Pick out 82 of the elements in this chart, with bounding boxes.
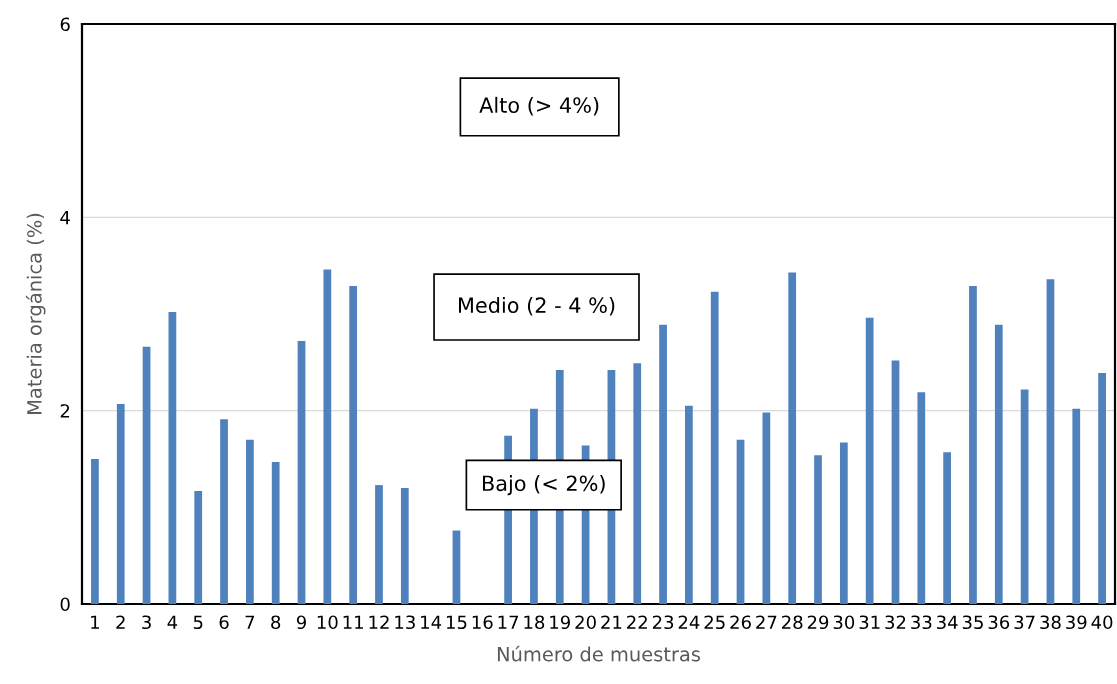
x-tick-label: 21 bbox=[601, 615, 622, 629]
x-tick-label: 40 bbox=[1091, 615, 1113, 630]
annotation: Bajo (< 2%) bbox=[482, 475, 605, 496]
x-tick-label: 1 bbox=[91, 615, 99, 629]
x-tick-label: 2 bbox=[116, 615, 125, 629]
x-tick-label: 4 bbox=[167, 615, 178, 629]
x-tick-label: 10 bbox=[317, 615, 338, 630]
bar bbox=[969, 285, 977, 604]
x-tick-label: 39 bbox=[1066, 615, 1087, 630]
x-tick-label: 30 bbox=[833, 615, 855, 630]
bar bbox=[91, 459, 99, 604]
x-tick-label: 23 bbox=[652, 615, 674, 630]
y-axis-title: Materia orgánica (%) bbox=[25, 213, 46, 414]
x-tick-label: 19 bbox=[550, 615, 570, 630]
bar bbox=[220, 419, 228, 604]
x-tick-label: 34 bbox=[937, 615, 958, 630]
annotation: Alto (> 4%) bbox=[479, 96, 599, 116]
x-tick-label: 8 bbox=[271, 615, 281, 630]
x-tick-label: 18 bbox=[524, 615, 545, 630]
x-tick-label: 29 bbox=[807, 615, 829, 630]
x-tick-label: 25 bbox=[704, 615, 725, 630]
y-tick-label: 0 bbox=[60, 597, 70, 612]
bar bbox=[943, 452, 952, 604]
x-tick-label: 5 bbox=[193, 615, 203, 630]
x-tick-label: 3 bbox=[142, 615, 151, 630]
bar bbox=[1072, 408, 1081, 604]
x-tick-label: 12 bbox=[369, 615, 389, 629]
bar bbox=[1046, 279, 1055, 604]
bar bbox=[452, 530, 461, 604]
bar bbox=[762, 412, 771, 604]
x-tick-label: 6 bbox=[219, 615, 229, 630]
x-tick-label: 15 bbox=[446, 615, 467, 630]
bar bbox=[1098, 372, 1106, 604]
bar bbox=[323, 269, 332, 604]
bar bbox=[659, 324, 667, 604]
bar bbox=[710, 291, 719, 604]
bar bbox=[994, 324, 1003, 604]
x-tick-label: 13 bbox=[395, 615, 415, 630]
y-tick-label: 4 bbox=[60, 211, 70, 225]
bar bbox=[788, 272, 797, 604]
bar bbox=[297, 341, 306, 604]
bar bbox=[116, 403, 125, 604]
bar bbox=[814, 455, 822, 604]
annotation: Medio (2 - 4 %) bbox=[459, 296, 615, 316]
bar bbox=[736, 439, 745, 604]
x-tick-label: 33 bbox=[911, 615, 932, 630]
bar bbox=[891, 360, 900, 604]
bar bbox=[375, 485, 383, 604]
x-tick-label: 26 bbox=[730, 615, 751, 630]
bar bbox=[271, 461, 280, 604]
bar bbox=[168, 312, 177, 604]
x-tick-label: 7 bbox=[245, 615, 255, 629]
bar bbox=[865, 317, 874, 604]
bar bbox=[633, 363, 642, 604]
x-tick-label: 22 bbox=[627, 615, 647, 629]
x-tick-label: 24 bbox=[678, 615, 700, 629]
bar bbox=[194, 490, 203, 604]
x-tick-label: 28 bbox=[782, 615, 803, 630]
x-tick-label: 36 bbox=[988, 615, 1010, 630]
bar bbox=[917, 392, 926, 604]
bar bbox=[245, 439, 254, 604]
bar bbox=[839, 442, 848, 604]
bar bbox=[400, 488, 409, 604]
bar bbox=[685, 405, 693, 604]
bar bbox=[1020, 389, 1029, 604]
x-tick-label: 27 bbox=[756, 615, 777, 629]
x-tick-label: 14 bbox=[421, 615, 442, 629]
y-tick-label: 2 bbox=[60, 404, 70, 418]
x-tick-label: 32 bbox=[885, 615, 906, 630]
x-tick-label: 9 bbox=[296, 615, 306, 630]
x-tick-label: 35 bbox=[962, 615, 983, 630]
x-tick-label: 11 bbox=[343, 615, 363, 629]
x-tick-label: 20 bbox=[575, 615, 596, 630]
x-tick-label: 38 bbox=[1040, 615, 1061, 630]
x-axis-title: Número de muestras bbox=[497, 645, 701, 662]
y-tick-label: 6 bbox=[60, 17, 70, 32]
bar bbox=[349, 285, 358, 604]
x-tick-label: 17 bbox=[498, 615, 519, 629]
x-tick-label: 31 bbox=[859, 615, 880, 630]
x-tick-label: 37 bbox=[1014, 615, 1035, 630]
x-tick-label: 16 bbox=[472, 615, 493, 630]
bar bbox=[142, 346, 151, 604]
